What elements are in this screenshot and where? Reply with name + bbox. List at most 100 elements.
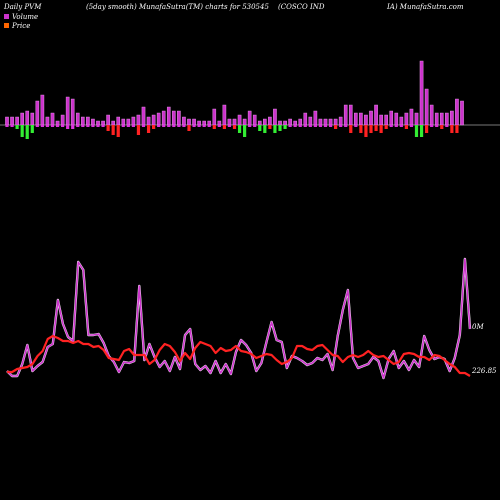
volume-bar-down <box>258 125 262 131</box>
volume-bar-up <box>25 110 30 126</box>
volume-bar-up <box>131 116 136 126</box>
volume-bar-up <box>404 112 409 126</box>
volume-bar-down <box>152 125 156 129</box>
volume-bar-down <box>232 125 237 129</box>
volume-bar-up <box>96 120 100 126</box>
volume-bar-down <box>212 125 216 129</box>
legend-label-price: Price <box>12 21 31 30</box>
volume-bar-down <box>10 125 14 127</box>
volume-bar-up <box>30 112 35 126</box>
volume-bar-down <box>445 125 449 127</box>
volume-bar-up <box>70 98 75 126</box>
volume-line-color <box>6 258 471 379</box>
volume-bar-down <box>20 125 24 137</box>
volume-bar-up <box>20 112 24 126</box>
volume-bar-up <box>450 110 454 126</box>
volume-bar-up <box>86 116 90 126</box>
volume-bar-down <box>404 125 408 129</box>
volume-bar-down <box>157 125 161 127</box>
volume-bar-down <box>425 125 429 133</box>
volume-bar-down <box>283 125 287 129</box>
volume-bar-down <box>45 125 50 127</box>
volume-bar-up <box>50 112 55 126</box>
legend: Volume Price <box>4 12 38 30</box>
volume-bar-up <box>389 110 394 126</box>
volume-bar-up <box>177 110 181 126</box>
volume-bar-down <box>91 125 95 127</box>
volume-bar-up <box>384 114 388 126</box>
volume-bar-up <box>15 116 19 126</box>
volume-bar-up <box>354 112 358 126</box>
volume-bar-down <box>55 125 60 127</box>
volume-bar-up <box>252 114 257 126</box>
legend-item-price: Price <box>4 21 38 30</box>
volume-bar-up <box>136 114 141 126</box>
volume-bar-up <box>106 114 110 126</box>
volume-bar-down <box>374 125 378 131</box>
volume-bar-down <box>197 125 201 127</box>
volume-bar-down <box>248 125 252 127</box>
volume-bar-down <box>167 125 171 127</box>
volume-bar-down <box>25 125 29 139</box>
volume-bar-down <box>237 125 242 133</box>
volume-bar-down <box>187 125 191 131</box>
volume-bar-down <box>323 125 328 127</box>
volume-bar-up <box>263 118 267 126</box>
volume-bar-up <box>202 120 206 126</box>
volume-bar-down <box>349 125 353 133</box>
volume-bar-up <box>379 114 383 126</box>
volume-bar-down <box>50 125 55 127</box>
volume-bar-up <box>111 120 115 126</box>
volume-bar-up <box>313 110 318 126</box>
volume-bar-down <box>30 125 34 133</box>
volume-bar-up <box>439 112 444 126</box>
volume-bar-up <box>116 116 121 126</box>
volume-bar-down <box>217 125 221 127</box>
volume-bar-down <box>354 125 358 127</box>
volume-bar-up <box>222 104 227 126</box>
volume-bar-down <box>379 125 383 133</box>
y-label-price: 226.85 <box>472 367 497 375</box>
volume-bar-up <box>60 114 65 126</box>
volume-bar-down <box>71 125 75 129</box>
volume-bar-up <box>166 106 171 126</box>
volume-bar-up <box>91 118 95 126</box>
volume-bar-down <box>76 125 80 127</box>
volume-bar-up <box>141 106 146 126</box>
volume-bar-down <box>273 125 277 133</box>
volume-bar-down <box>288 125 292 127</box>
chart-title-middle: (5day smooth) MunafaSutra(TM) charts for… <box>86 3 269 11</box>
volume-bar-up <box>359 112 363 126</box>
volume-bar-down <box>177 125 181 127</box>
volume-bar-down <box>344 125 348 127</box>
volume-bar-up <box>303 112 308 126</box>
volume-bar-up <box>257 120 262 126</box>
volume-bar-up <box>445 112 449 126</box>
volume-bar-down <box>111 125 115 135</box>
volume-bar-up <box>323 118 328 126</box>
volume-bar-up <box>283 120 287 126</box>
volume-bar-down <box>298 125 302 127</box>
volume-bar-down <box>394 125 398 127</box>
volume-bar-down <box>430 125 434 127</box>
volume-bar-down <box>96 125 100 127</box>
volume-bar-down <box>207 125 211 127</box>
volume-bar-up <box>187 118 191 126</box>
volume-bar-down <box>384 125 388 129</box>
volume-bar-down <box>101 125 105 127</box>
volume-bar-up <box>434 112 439 126</box>
volume-bar-down <box>293 125 297 127</box>
volume-bar-down <box>313 125 317 127</box>
volume-bar-up <box>45 116 50 126</box>
volume-bar-down <box>81 125 85 127</box>
volume-bar-up <box>298 118 303 126</box>
volume-bar-down <box>359 125 363 133</box>
volume-bar-up <box>278 120 282 126</box>
volume-bar-down <box>308 125 312 127</box>
volume-bar-up <box>65 96 70 126</box>
volume-bar-up <box>101 120 105 126</box>
volume-bar-down <box>172 125 176 127</box>
volume-bar-down <box>253 125 257 127</box>
